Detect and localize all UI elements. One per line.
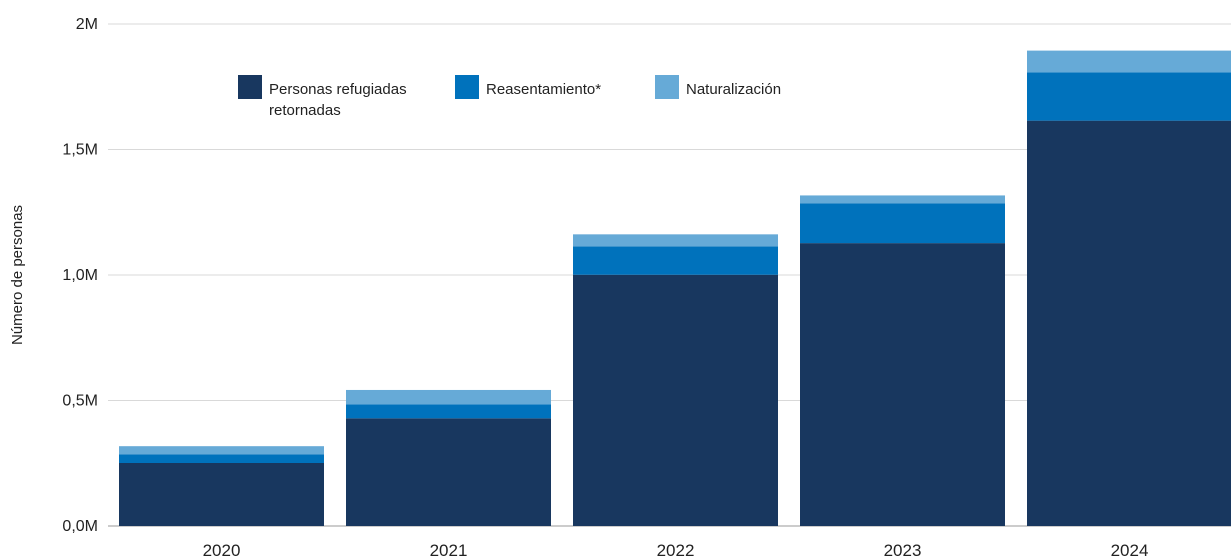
bar-segment-2024-series-1 bbox=[1027, 72, 1231, 121]
x-tick-label: 2022 bbox=[657, 541, 695, 558]
legend-label: Reasentamiento* bbox=[486, 81, 601, 98]
legend-label: retornadas bbox=[269, 102, 341, 119]
y-tick-label: 1,0M bbox=[62, 267, 98, 284]
bar-segment-2022-series-1 bbox=[573, 246, 778, 275]
bars bbox=[119, 50, 1231, 527]
bar-segment-2020-series-1 bbox=[119, 454, 324, 463]
x-axis: 2020 2021 2022 2023 2024 bbox=[203, 541, 1149, 558]
x-tick-label: 2024 bbox=[1111, 541, 1149, 558]
legend-swatch bbox=[238, 75, 262, 99]
bar-segment-2020-series-2 bbox=[119, 446, 324, 455]
bar-segment-2023-series-0 bbox=[800, 243, 1005, 527]
legend-swatch bbox=[655, 75, 679, 99]
legend-swatch bbox=[455, 75, 479, 99]
bar-segment-2020-series-0 bbox=[119, 462, 324, 526]
bar-segment-2022-series-0 bbox=[573, 274, 778, 526]
bar-segment-2021-series-2 bbox=[346, 389, 551, 405]
x-tick-label: 2020 bbox=[203, 541, 241, 558]
y-tick-label: 1,5M bbox=[62, 142, 98, 159]
legend-label: Naturalización bbox=[686, 81, 781, 98]
y-axis: 0,0M 0,5M 1,0M 1,5M 2M bbox=[62, 16, 98, 535]
bar-segment-2021-series-0 bbox=[346, 418, 551, 526]
bar-segment-2024-series-0 bbox=[1027, 120, 1231, 526]
y-axis-title: Número de personas bbox=[9, 205, 26, 345]
x-tick-label: 2023 bbox=[884, 541, 922, 558]
legend: Personas refugiadas retornadas Reasentamie… bbox=[238, 75, 781, 119]
bar-segment-2023-series-2 bbox=[800, 195, 1005, 204]
y-tick-label: 0,0M bbox=[62, 518, 98, 535]
bar-segment-2023-series-1 bbox=[800, 203, 1005, 244]
y-tick-label: 0,5M bbox=[62, 393, 98, 410]
x-tick-label: 2021 bbox=[430, 541, 468, 558]
bar-segment-2021-series-1 bbox=[346, 404, 551, 419]
bar-segment-2024-series-2 bbox=[1027, 50, 1231, 73]
legend-label: Personas refugiadas bbox=[269, 81, 407, 98]
bar-segment-2022-series-2 bbox=[573, 234, 778, 247]
y-tick-label: 2M bbox=[76, 16, 98, 33]
